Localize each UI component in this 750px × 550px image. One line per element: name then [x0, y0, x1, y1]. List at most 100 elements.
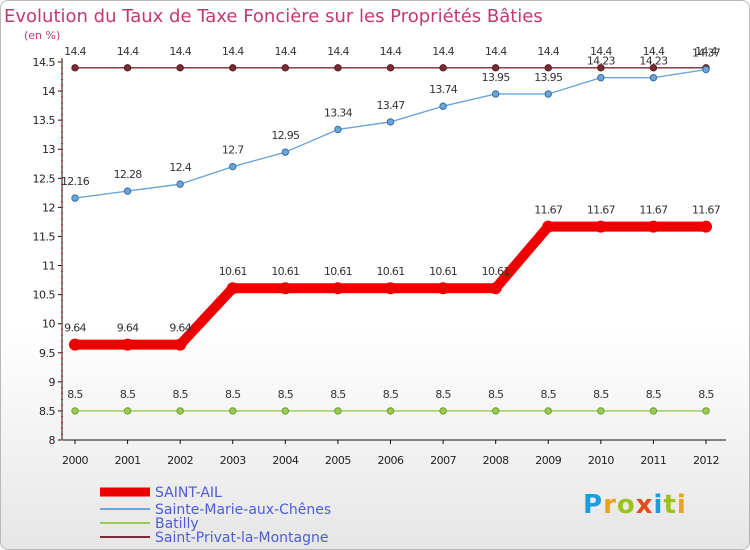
y-tick-label: 10.5: [33, 289, 56, 302]
proxiti-logo: Proxiti: [583, 490, 687, 520]
data-label: 13.74: [429, 83, 458, 96]
data-label: 8.5: [278, 388, 294, 401]
data-point: [491, 90, 500, 98]
data-point: [702, 65, 710, 74]
x-tick-label: 2004: [272, 454, 298, 467]
data-point: [544, 64, 552, 72]
data-point: [334, 125, 342, 134]
data-point: [174, 338, 187, 351]
data-label: 8.5: [383, 388, 399, 401]
data-label: 8.5: [435, 388, 451, 401]
legend-label: SAINT-AIL: [155, 485, 222, 501]
data-label: 12.28: [114, 168, 143, 181]
data-point: [281, 64, 290, 72]
unit-label: (en %): [24, 29, 60, 42]
data-label: 8.5: [698, 388, 714, 401]
data-label: 14.4: [222, 45, 244, 58]
data-label: 14.23: [639, 55, 668, 68]
data-label: 14.4: [537, 45, 559, 58]
y-tick-label: 8: [49, 434, 56, 447]
data-point: [649, 64, 658, 72]
x-tick-label: 2006: [378, 454, 404, 467]
data-label: 9.64: [64, 322, 86, 335]
data-label: 9.64: [169, 322, 191, 335]
data-label: 8.5: [541, 388, 557, 401]
data-label: 9.64: [117, 322, 139, 335]
data-label: 13.95: [534, 71, 563, 84]
y-tick-label: 13.5: [33, 114, 56, 127]
data-label: 12.16: [61, 175, 90, 188]
x-tick-label: 2001: [115, 454, 141, 467]
y-tick-label: 10: [42, 318, 55, 331]
x-tick-label: 2000: [62, 454, 88, 467]
data-label: 11.67: [639, 204, 668, 217]
data-label: 14.23: [587, 55, 616, 68]
data-label: 8.5: [488, 388, 504, 401]
data-point: [176, 407, 184, 415]
data-label: 12.7: [222, 144, 244, 157]
data-label: 13.34: [324, 106, 353, 119]
data-point: [69, 338, 81, 351]
data-point: [334, 64, 342, 72]
x-tick-label: 2003: [220, 454, 246, 467]
data-point: [229, 407, 237, 415]
data-label: 14.4: [485, 45, 507, 58]
data-label: 14.4: [64, 45, 86, 58]
data-label: 10.61: [271, 265, 299, 278]
y-tick-label: 8.5: [39, 405, 55, 418]
y-tick-label: 14.5: [33, 56, 56, 69]
axes: 8 8.5 9 9.5 10 10.5 11 11.5 12 12.5 13 13.5 14 14.5 20…: [33, 56, 726, 467]
data-point: [649, 74, 658, 82]
y-tick-label: 13: [42, 143, 55, 156]
data-label: 14.4: [169, 45, 191, 58]
data-point: [597, 407, 605, 415]
x-tick-label: 2010: [588, 454, 614, 467]
data-label: 14.4: [327, 45, 349, 58]
data-point: [491, 407, 500, 415]
data-point: [176, 180, 184, 188]
data-labels: 14.4 14.4 14.4 14.4 14.4 14.4 14.4 14.4 14.4 14.4…: [61, 45, 721, 401]
data-point: [544, 407, 552, 415]
data-point: [439, 407, 447, 415]
y-tick-label: 11.5: [33, 230, 56, 243]
data-label: 10.61: [429, 265, 457, 278]
data-label: 8.5: [225, 388, 241, 401]
legend-label: Sainte-Marie-aux-Chênes: [155, 502, 331, 518]
data-point: [386, 118, 395, 126]
data-point: [121, 338, 134, 351]
data-point: [542, 220, 555, 233]
data-point: [386, 407, 395, 415]
data-point: [71, 407, 79, 415]
legend-label: Batilly: [155, 516, 199, 532]
chart-title: Evolution du Taux de Taxe Foncière sur l…: [4, 6, 543, 27]
data-label: 14.4: [695, 45, 717, 58]
data-label: 14.4: [380, 45, 402, 58]
x-tick-label: 2012: [693, 454, 719, 467]
data-point: [71, 194, 79, 202]
data-point: [647, 220, 660, 233]
x-tick-label: 2005: [325, 454, 351, 467]
data-point: [226, 282, 239, 295]
data-label: 13.95: [482, 71, 511, 84]
data-point: [281, 407, 290, 415]
y-tick-label: 14: [42, 85, 55, 98]
data-label: 11.67: [534, 204, 563, 217]
data-label: 10.61: [324, 265, 352, 278]
data-point: [649, 407, 658, 415]
data-label: 14.37: [692, 47, 721, 60]
data-label: 8.5: [646, 388, 662, 401]
data-point: [439, 102, 447, 110]
data-point: [334, 407, 342, 415]
data-point: [489, 282, 502, 295]
data-label: 11.67: [692, 204, 721, 217]
legend-label: Saint-Privat-la-Montagne: [155, 530, 329, 546]
data-point: [71, 64, 79, 72]
data-point: [384, 282, 397, 295]
x-tick-label: 2007: [430, 454, 456, 467]
data-label: 8.5: [120, 388, 136, 401]
data-label: 8.5: [172, 388, 188, 401]
x-tick-label: 2008: [483, 454, 509, 467]
data-point: [123, 187, 132, 195]
